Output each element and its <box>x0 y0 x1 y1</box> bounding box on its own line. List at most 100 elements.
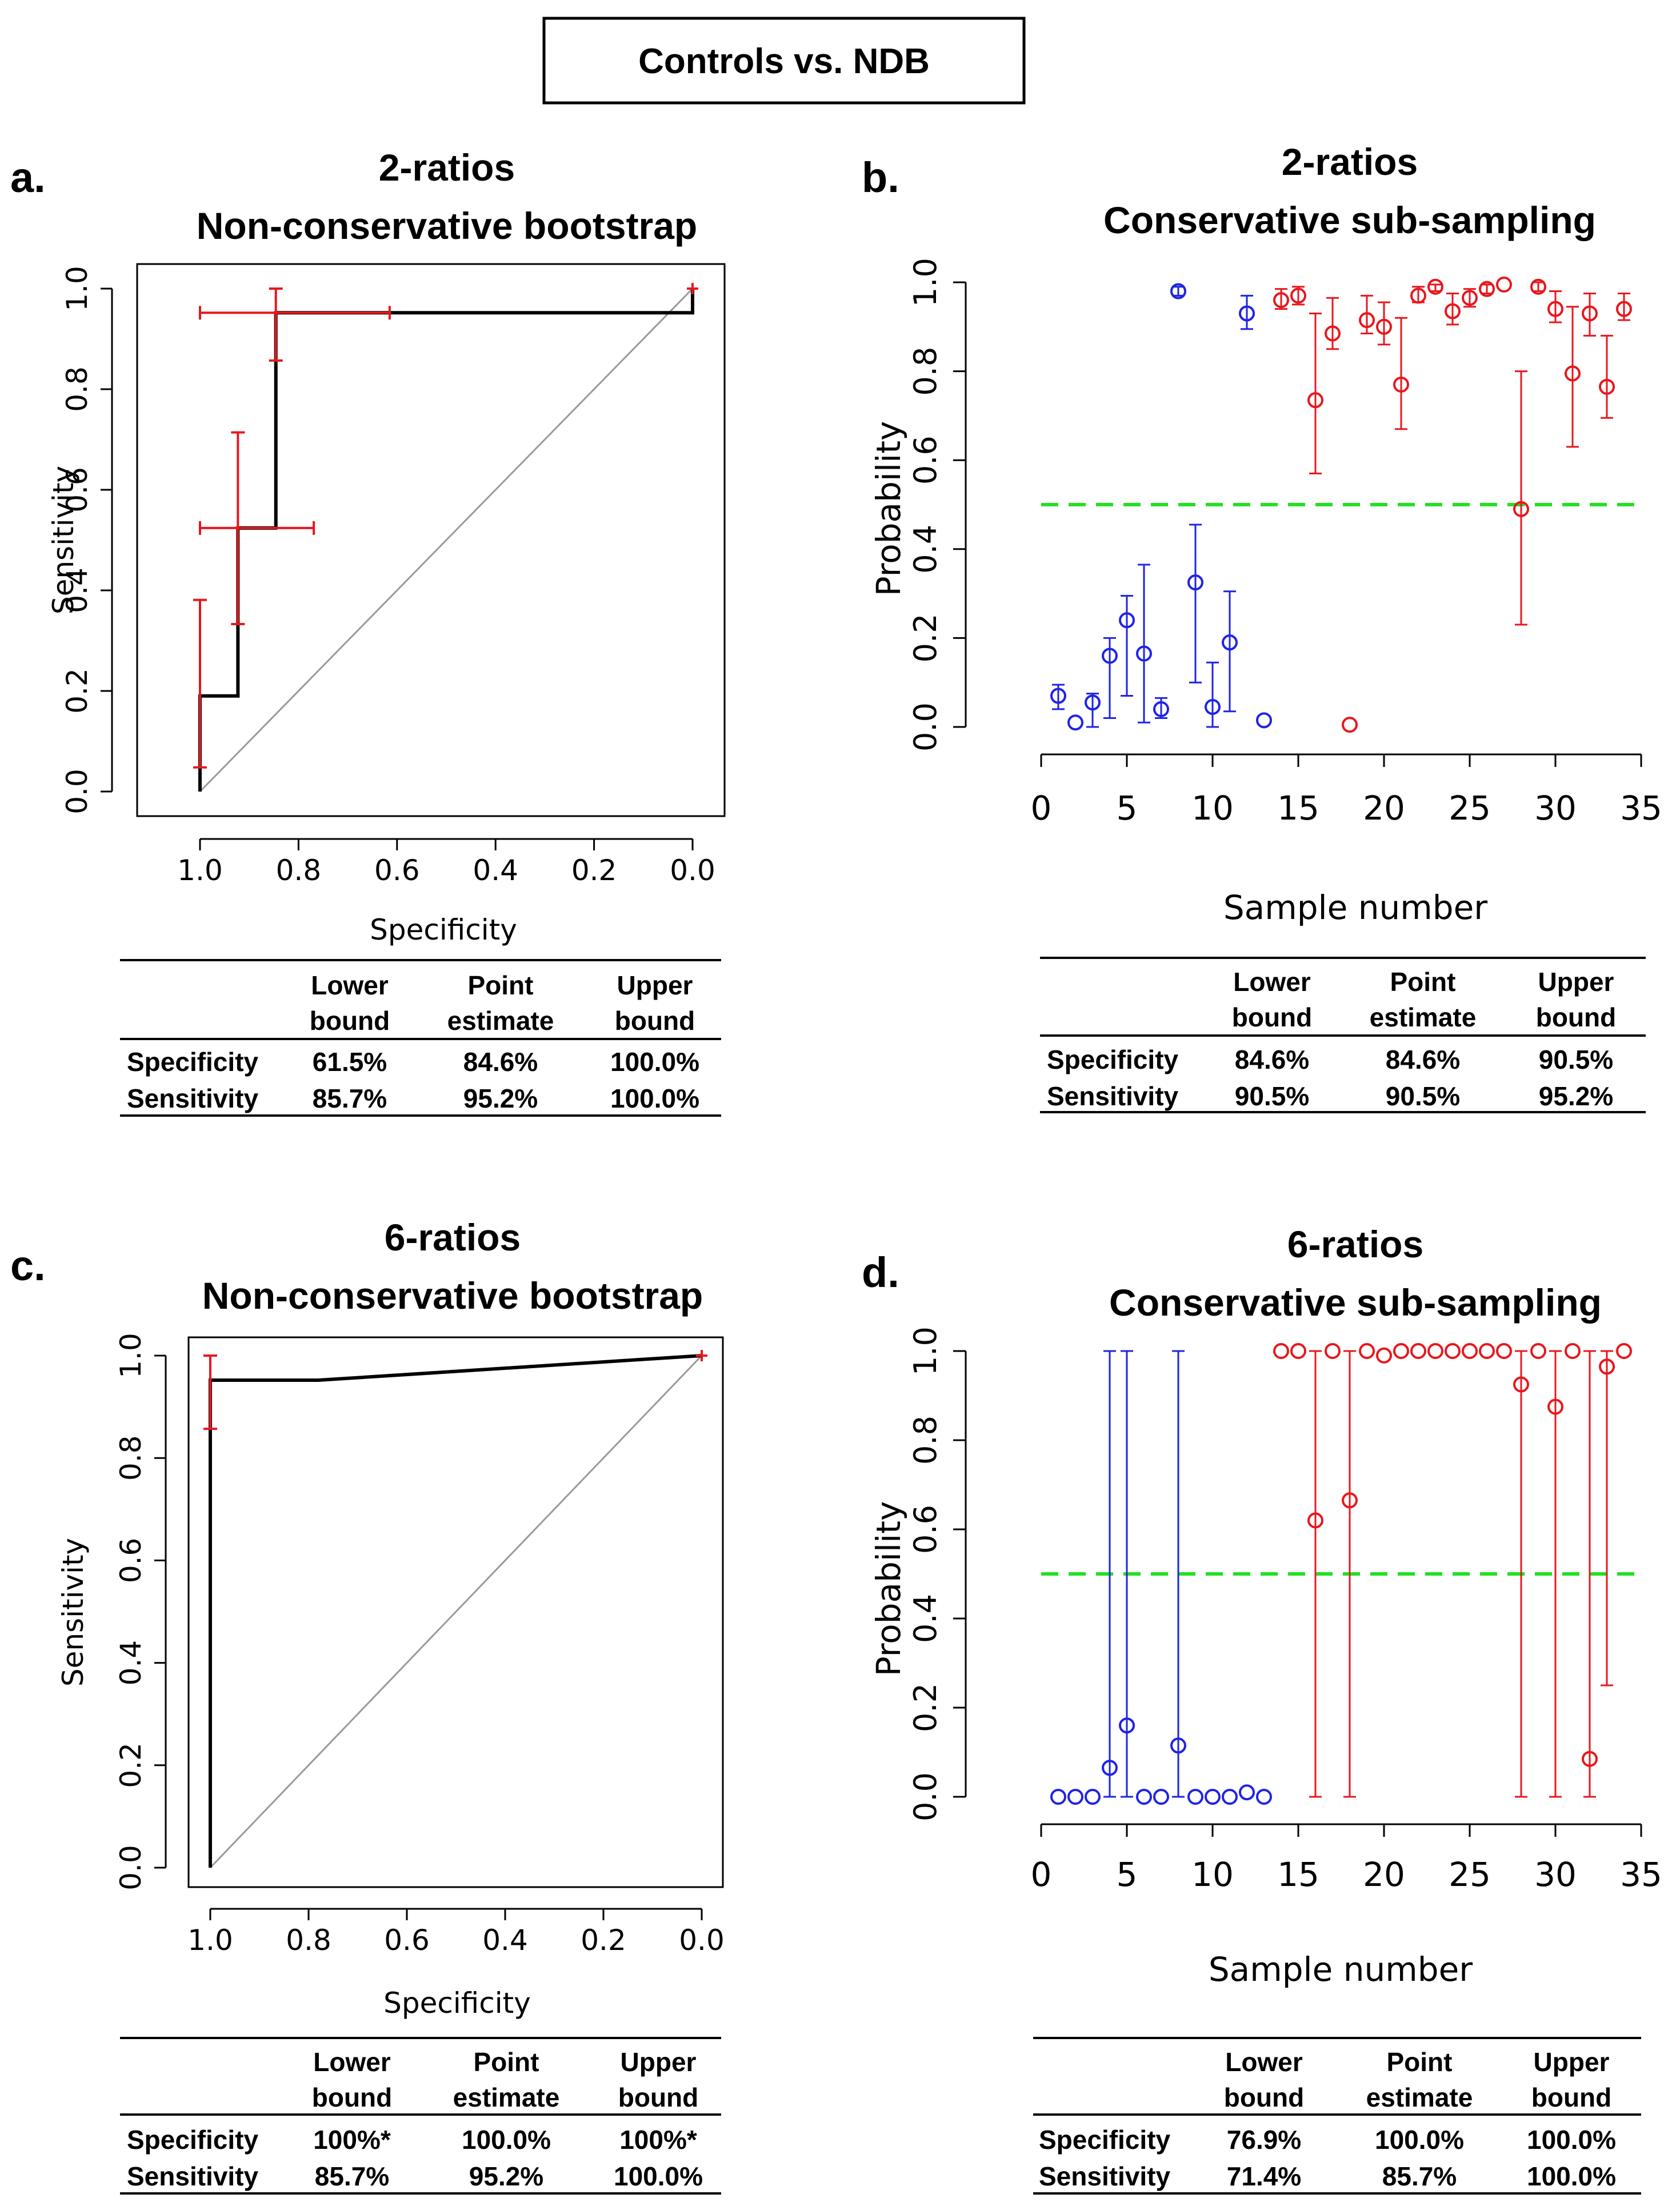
ndb-point <box>1582 305 1598 322</box>
roc-curve <box>209 1354 702 1868</box>
x-tick-label: 15 <box>1277 789 1319 828</box>
ndb-point <box>1393 1343 1409 1359</box>
table-cell: 100.0% <box>610 1047 699 1077</box>
ndb-point <box>1479 1343 1495 1359</box>
control-point <box>1239 305 1255 322</box>
y-axis-label: Sensitivity <box>47 466 80 614</box>
ndb-point <box>1342 717 1358 733</box>
ndb-point <box>1410 1343 1426 1359</box>
ndb-point <box>1290 1343 1306 1359</box>
ndb-point <box>1273 292 1289 309</box>
table-col-header: Point estimate <box>1370 967 1477 1032</box>
ndb-point <box>1599 378 1615 395</box>
ndb-point <box>1479 281 1495 297</box>
x-axis-label: Specificity <box>370 913 517 946</box>
summary-table-a: Lower bound Point estimate Upper bound Spec… <box>120 959 721 1117</box>
panel-title-d-line2: Conservative sub-sampling <box>1109 1281 1602 1324</box>
summary-table-b: Lower bound Point estimate Upper bound Spec… <box>1040 957 1646 1113</box>
y-axis-label: Sensitivity <box>57 1538 90 1687</box>
table-col-header: Point estimate <box>447 970 554 1036</box>
panel-letter-d: d. <box>862 1249 899 1296</box>
diagonal-reference-line <box>209 1354 703 1869</box>
control-point <box>1085 694 1101 711</box>
summary-table-c: Lower bound Point estimate Upper bound Spec… <box>120 2037 721 2195</box>
y-tick-label: 1.0 <box>114 1333 147 1378</box>
ndb-point <box>1359 312 1375 329</box>
panel-title-c-line2: Non-conservative bootstrap <box>202 1274 703 1317</box>
table-row-label: Specificity <box>127 2125 259 2155</box>
ndb-point <box>1547 1398 1563 1415</box>
y-tick-label: 0.8 <box>114 1435 147 1481</box>
y-tick-label: 1.0 <box>907 1326 943 1376</box>
control-point <box>1205 1789 1221 1805</box>
y-tick-label: 0.6 <box>114 1538 147 1584</box>
x-tick-label: 0.2 <box>571 854 617 887</box>
x-tick-label: 0.6 <box>384 1924 430 1957</box>
table-cell: 100.0% <box>1527 2125 1616 2155</box>
x-tick-label: 20 <box>1363 789 1405 828</box>
table-col-header: Lower bound <box>310 970 390 1036</box>
ndb-point <box>1445 1343 1461 1359</box>
y-tick-label: 0.4 <box>907 1594 943 1643</box>
ndb-point <box>1325 1343 1341 1359</box>
ndb-point <box>1393 376 1409 393</box>
table-cell: 100.0% <box>614 2161 703 2191</box>
y-tick-label: 0.8 <box>61 366 94 412</box>
control-point <box>1239 1784 1255 1801</box>
y-tick-label: 0.0 <box>114 1845 147 1891</box>
table-cell: 85.7% <box>315 2161 389 2191</box>
x-tick-label: 30 <box>1534 1855 1577 1894</box>
control-point <box>1067 1789 1083 1805</box>
y-tick-label: 0.8 <box>907 347 943 396</box>
ndb-point <box>1496 276 1512 293</box>
summary-table-d: Lower bound Point estimate Upper bound Spec… <box>1033 2037 1641 2195</box>
y-tick-label: 0.0 <box>61 769 94 814</box>
table-col-header: Lower bound <box>1224 2047 1305 2112</box>
table-cell: 90.5% <box>1386 1081 1460 1111</box>
y-tick-label: 0.0 <box>907 1772 943 1821</box>
y-tick-label: 0.2 <box>61 668 94 714</box>
x-axis-label: Sample number <box>1223 888 1487 927</box>
ndb-point <box>1307 1512 1323 1529</box>
table-col-header: Upper bound <box>618 2047 699 2112</box>
table-col-header: Lower bound <box>312 2047 393 2112</box>
control-point <box>1256 1789 1272 1805</box>
plot-frame <box>136 263 726 817</box>
y-tick-label: 0.2 <box>114 1743 147 1788</box>
table-cell: 100%* <box>313 2125 391 2155</box>
table-cell: 85.7% <box>1382 2161 1457 2191</box>
table-cell: 100.0% <box>1527 2161 1616 2191</box>
panel-d-scatter: 0 5 10 15 20 25 30 35 0.0 0.2 0.4 0.6 0.8 1.0 Sample … <box>869 1326 1662 1989</box>
control-point <box>1187 574 1203 591</box>
panel-a-roc: 1.0 0.8 0.6 0.4 0.2 0.0 0.0 0.2 0.4 0.6 0.8 1.0 Spe… <box>47 263 726 946</box>
table-cell: 61.5% <box>313 1047 387 1077</box>
table-cell: 71.4% <box>1227 2161 1301 2191</box>
table-cell: 95.2% <box>463 1084 538 1113</box>
ndb-point <box>1616 1343 1632 1359</box>
panel-title-a-line1: 2-ratios <box>379 146 515 189</box>
ndb-point <box>1376 318 1392 335</box>
figure-title-box <box>542 17 1026 105</box>
ndb-point <box>1616 301 1632 317</box>
x-tick-label: 1.0 <box>187 1924 233 1957</box>
ndb-point <box>1582 1751 1598 1767</box>
control-point <box>1102 1760 1118 1776</box>
control-point <box>1187 1789 1203 1805</box>
y-tick-label: 0.2 <box>907 1683 943 1732</box>
control-point <box>1170 1737 1186 1754</box>
panel-letter-b: b. <box>862 154 899 201</box>
panel-title-a-line2: Non-conservative bootstrap <box>197 205 698 247</box>
ndb-point <box>1496 1343 1512 1359</box>
table-cell: 76.9% <box>1227 2125 1301 2155</box>
x-tick-label: 0.8 <box>286 1924 331 1957</box>
panel-title-b-line2: Conservative sub-sampling <box>1103 199 1596 241</box>
x-tick-label: 10 <box>1191 789 1234 828</box>
control-point <box>1119 1717 1135 1734</box>
y-tick-label: 0.4 <box>61 568 94 613</box>
panel-letter-a: a. <box>10 154 46 201</box>
control-point <box>1050 1789 1066 1805</box>
ndb-point <box>1547 301 1563 317</box>
table-cell: 100%* <box>619 2125 697 2155</box>
panel-c-roc: 1.0 0.8 0.6 0.4 0.2 0.0 0.0 0.2 0.4 0.6 0.8 1.0 Spe… <box>57 1333 725 2020</box>
